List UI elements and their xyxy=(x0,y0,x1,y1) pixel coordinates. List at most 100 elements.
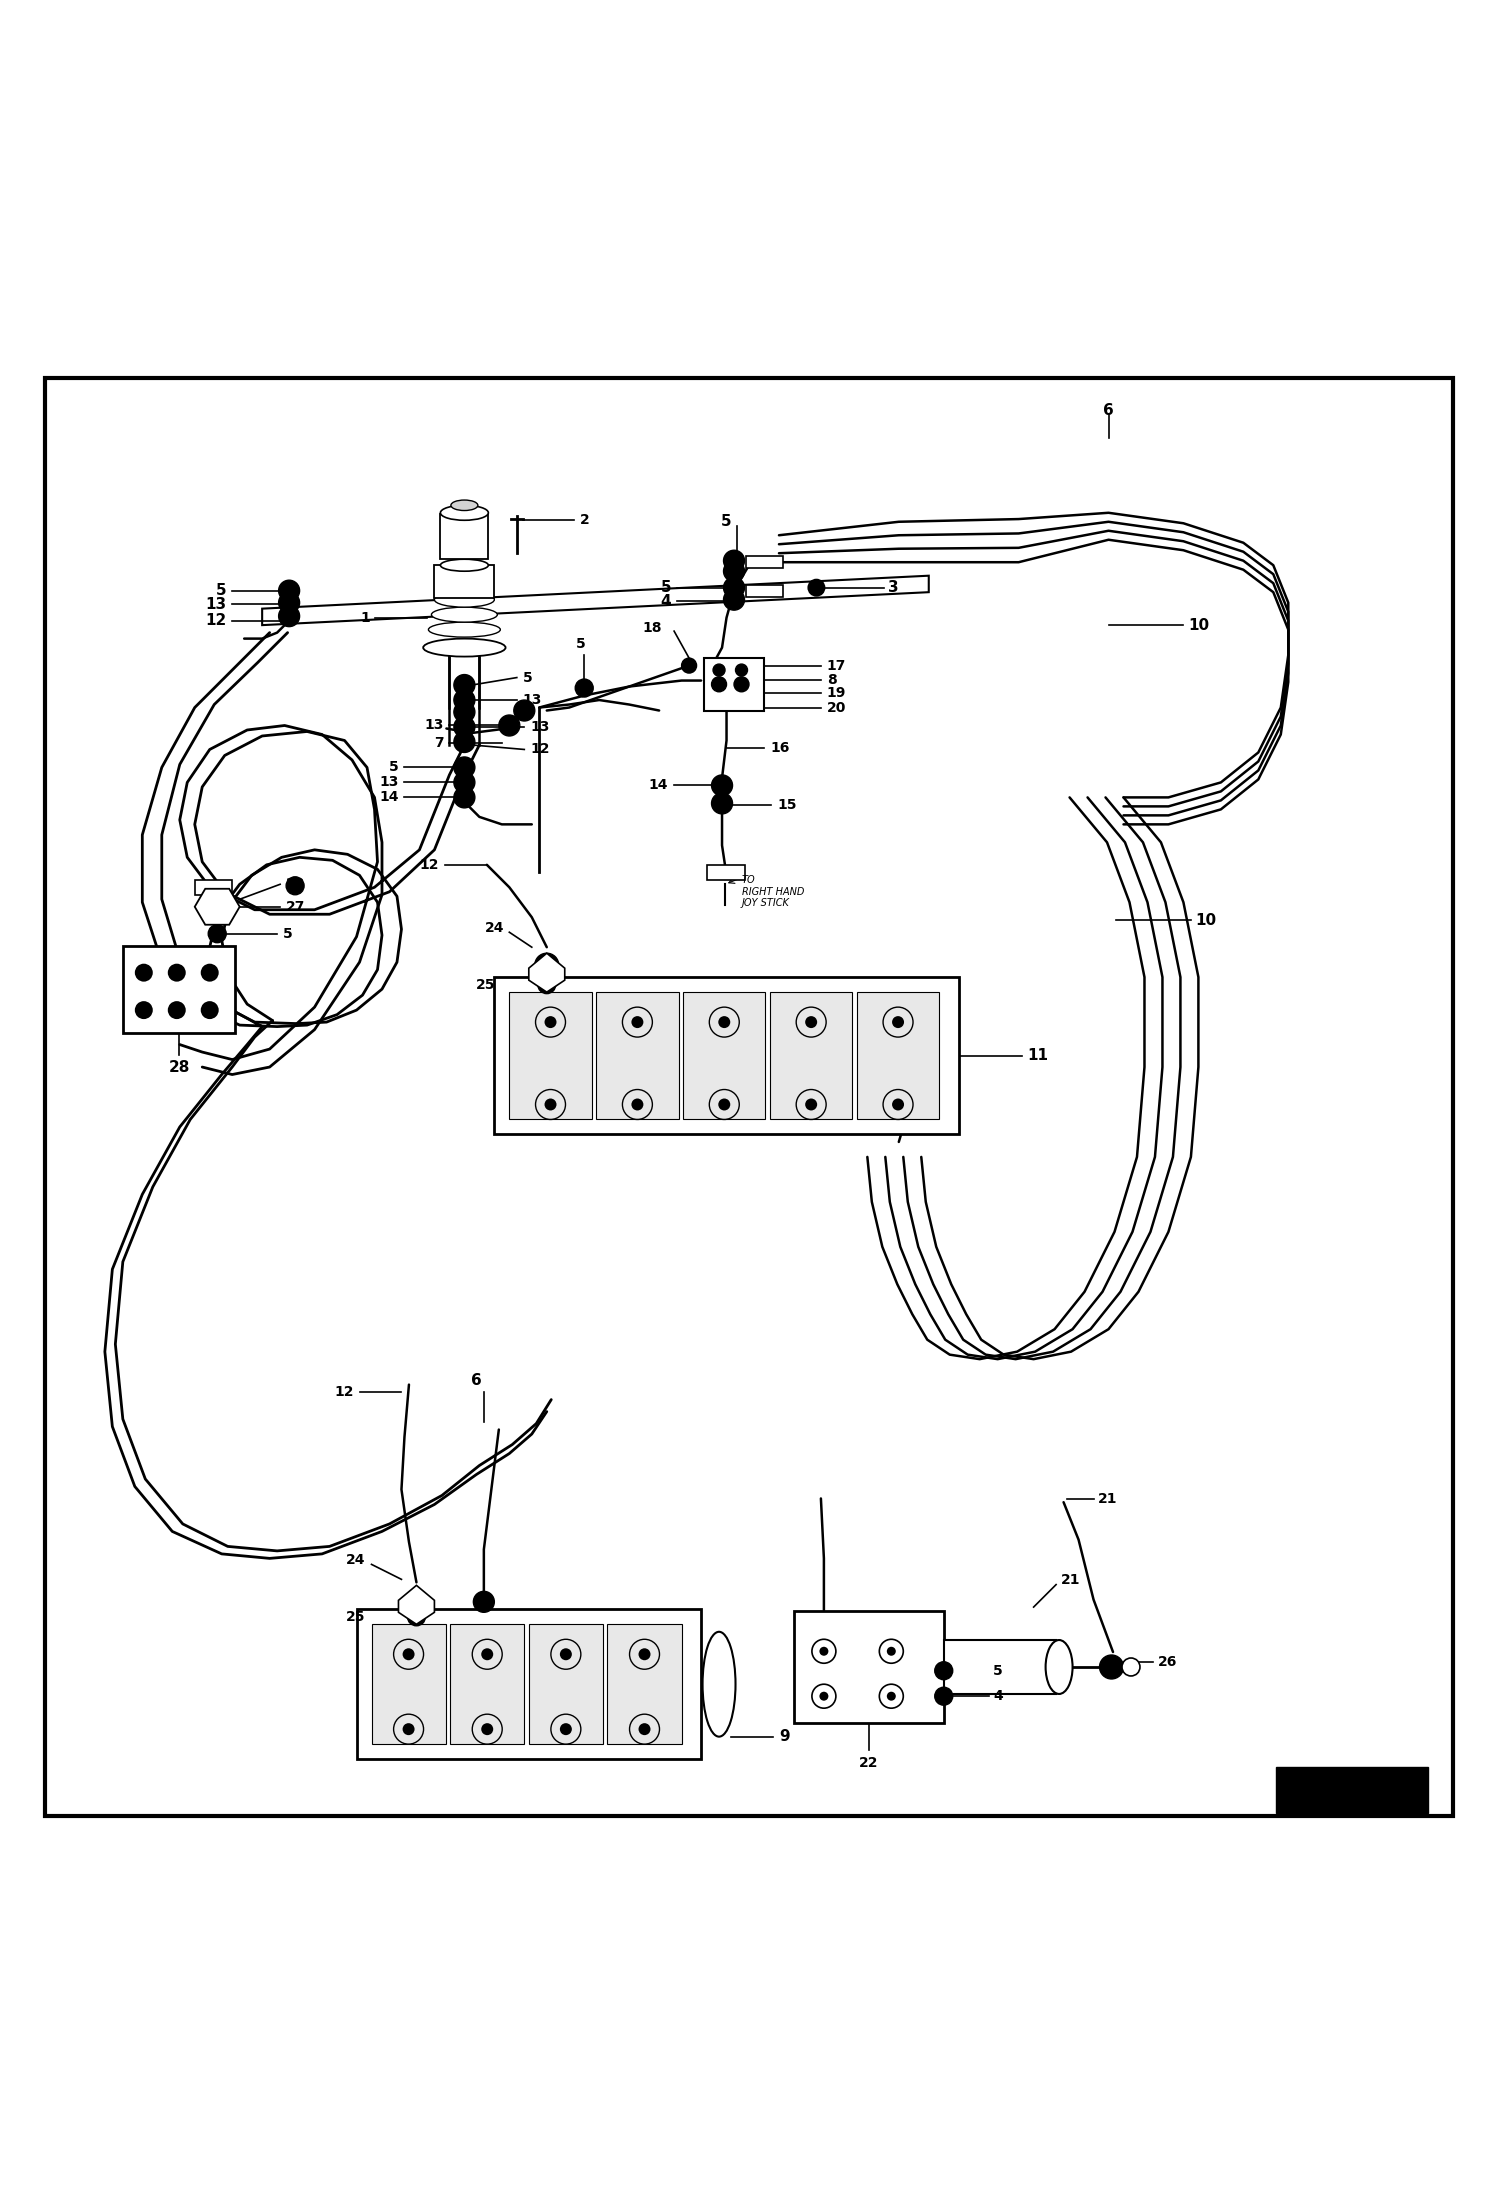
Circle shape xyxy=(638,1722,650,1735)
Circle shape xyxy=(712,676,727,691)
Circle shape xyxy=(135,1000,153,1018)
Text: 5: 5 xyxy=(523,671,533,685)
Circle shape xyxy=(1100,1654,1124,1678)
Circle shape xyxy=(724,577,745,599)
Text: 7: 7 xyxy=(434,737,443,750)
Text: 12: 12 xyxy=(530,742,550,757)
Polygon shape xyxy=(529,952,565,992)
Circle shape xyxy=(887,1692,896,1700)
Ellipse shape xyxy=(434,592,494,608)
Circle shape xyxy=(538,976,556,994)
Text: 5: 5 xyxy=(721,513,733,529)
Circle shape xyxy=(473,1591,494,1613)
Circle shape xyxy=(638,1648,650,1661)
Text: 13: 13 xyxy=(424,717,443,733)
Circle shape xyxy=(632,1099,644,1110)
Bar xyxy=(704,658,764,711)
Circle shape xyxy=(454,772,475,792)
Circle shape xyxy=(935,1661,953,1681)
Circle shape xyxy=(514,700,535,722)
Circle shape xyxy=(403,1648,415,1661)
Circle shape xyxy=(1122,1659,1140,1676)
Circle shape xyxy=(819,1648,828,1656)
Bar xyxy=(529,1624,602,1744)
Circle shape xyxy=(286,878,304,895)
Circle shape xyxy=(168,1000,186,1018)
Text: 14: 14 xyxy=(649,779,668,792)
Circle shape xyxy=(454,717,475,737)
Circle shape xyxy=(632,1016,644,1029)
Circle shape xyxy=(135,963,153,981)
Circle shape xyxy=(887,1648,896,1656)
Circle shape xyxy=(454,689,475,711)
Circle shape xyxy=(682,658,697,674)
Ellipse shape xyxy=(422,638,505,656)
Circle shape xyxy=(575,680,593,698)
Circle shape xyxy=(719,1016,731,1029)
Circle shape xyxy=(454,674,475,695)
Text: 26: 26 xyxy=(1158,1656,1177,1670)
Text: 6: 6 xyxy=(470,1373,482,1387)
Circle shape xyxy=(481,1648,493,1661)
Text: 8: 8 xyxy=(827,674,837,687)
Circle shape xyxy=(407,1608,425,1626)
Circle shape xyxy=(712,774,733,796)
Circle shape xyxy=(454,731,475,753)
Text: 25: 25 xyxy=(346,1610,366,1624)
Circle shape xyxy=(279,606,300,627)
Bar xyxy=(707,864,745,880)
Bar xyxy=(195,880,232,895)
Text: 13: 13 xyxy=(523,693,542,706)
Text: 23: 23 xyxy=(286,878,306,891)
Text: 25: 25 xyxy=(476,979,496,992)
Bar xyxy=(596,992,679,1119)
Circle shape xyxy=(168,963,186,981)
Ellipse shape xyxy=(451,500,478,511)
Text: 24: 24 xyxy=(346,1553,366,1567)
Text: 11: 11 xyxy=(1028,1049,1049,1064)
Circle shape xyxy=(724,590,745,610)
Circle shape xyxy=(893,1016,905,1029)
Circle shape xyxy=(481,1722,493,1735)
Text: 13: 13 xyxy=(205,597,226,612)
Circle shape xyxy=(406,1591,427,1610)
Circle shape xyxy=(403,1722,415,1735)
Circle shape xyxy=(279,592,300,612)
Text: TO
RIGHT HAND
JOY STICK: TO RIGHT HAND JOY STICK xyxy=(742,875,804,908)
Circle shape xyxy=(935,1687,953,1705)
Circle shape xyxy=(713,665,725,676)
Circle shape xyxy=(499,715,520,735)
Circle shape xyxy=(724,551,745,570)
Text: 5: 5 xyxy=(577,636,586,652)
Ellipse shape xyxy=(431,608,497,623)
Ellipse shape xyxy=(440,505,488,520)
Text: 22: 22 xyxy=(858,1755,879,1771)
Bar xyxy=(608,1624,682,1744)
Ellipse shape xyxy=(1046,1641,1073,1694)
Bar xyxy=(746,584,783,597)
Circle shape xyxy=(201,963,219,981)
Circle shape xyxy=(454,757,475,779)
Bar xyxy=(746,557,783,568)
Circle shape xyxy=(560,1648,572,1661)
Text: 10: 10 xyxy=(1188,619,1209,632)
Bar xyxy=(372,1624,446,1744)
Text: 18: 18 xyxy=(643,621,662,634)
Text: 14: 14 xyxy=(379,790,398,805)
Text: 16: 16 xyxy=(770,742,789,755)
Circle shape xyxy=(736,665,748,676)
Polygon shape xyxy=(195,889,240,924)
Text: D-2246: D-2246 xyxy=(1324,1784,1381,1797)
Circle shape xyxy=(719,1099,731,1110)
Bar xyxy=(440,513,488,559)
Bar xyxy=(683,992,765,1119)
Circle shape xyxy=(279,579,300,601)
Circle shape xyxy=(712,792,733,814)
Circle shape xyxy=(545,1099,557,1110)
Circle shape xyxy=(208,924,226,943)
Circle shape xyxy=(724,562,745,581)
Text: 5: 5 xyxy=(993,1663,1004,1678)
Circle shape xyxy=(807,579,825,597)
Ellipse shape xyxy=(440,559,488,570)
Text: 5: 5 xyxy=(661,579,671,595)
